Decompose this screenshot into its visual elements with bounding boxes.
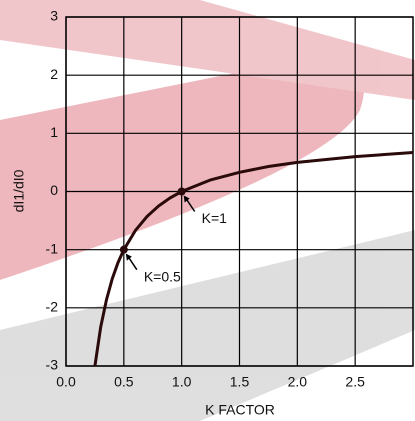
y-tick-label: 3 <box>50 8 58 24</box>
plot-frame <box>65 16 414 367</box>
y-tick-label: -1 <box>46 240 59 256</box>
watermark-band <box>0 230 415 421</box>
x-tick-label: 1.0 <box>172 374 192 390</box>
y-tick-label: -2 <box>46 299 59 315</box>
x-axis-label: K FACTOR <box>205 402 275 418</box>
x-tick-label: 2.5 <box>345 374 365 390</box>
annotation-arrowhead <box>125 253 132 261</box>
annotation-point <box>177 187 186 196</box>
annotation-label: K=1 <box>202 210 228 226</box>
annotation-point <box>119 245 128 254</box>
x-tick-label: 1.5 <box>230 374 250 390</box>
x-tick-label: 0.0 <box>56 374 76 390</box>
annotation-arrowhead <box>183 195 190 203</box>
y-tick-label: -3 <box>46 357 59 373</box>
curve <box>93 151 414 367</box>
annotation-label: K=0.5 <box>144 268 181 284</box>
y-tick-label: 0 <box>50 182 58 198</box>
y-axis-label: dI1/dI0 <box>11 169 27 212</box>
x-tick-label: 0.5 <box>114 374 134 390</box>
x-tick-label: 2.0 <box>288 374 308 390</box>
y-tick-label: 1 <box>50 124 58 140</box>
y-tick-label: 2 <box>50 66 58 82</box>
